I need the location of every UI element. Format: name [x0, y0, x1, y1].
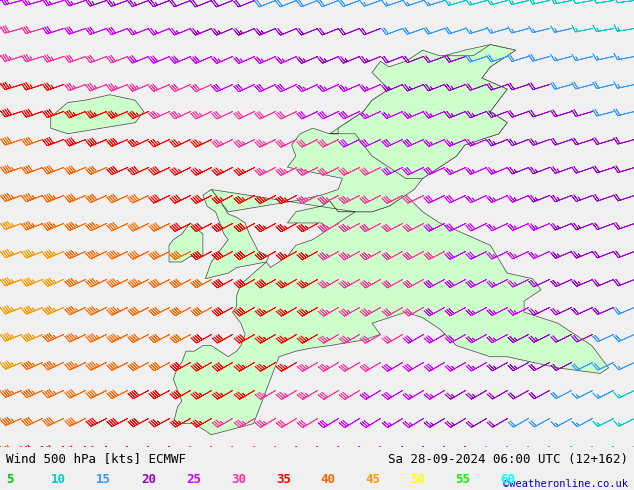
- Text: 20: 20: [141, 472, 156, 486]
- Text: 55: 55: [455, 472, 470, 486]
- Text: 60: 60: [500, 472, 515, 486]
- Text: 30: 30: [231, 472, 246, 486]
- Text: 15: 15: [96, 472, 111, 486]
- Text: 40: 40: [321, 472, 335, 486]
- Text: 45: 45: [366, 472, 380, 486]
- Polygon shape: [211, 45, 515, 228]
- Text: 10: 10: [51, 472, 66, 486]
- Text: Wind 500 hPa [kts] ECMWF: Wind 500 hPa [kts] ECMWF: [6, 453, 186, 466]
- Text: Sa 28-09-2024 06:00 UTC (12+162): Sa 28-09-2024 06:00 UTC (12+162): [387, 453, 628, 466]
- Polygon shape: [203, 190, 269, 279]
- Text: 35: 35: [276, 472, 291, 486]
- Polygon shape: [173, 195, 609, 435]
- Text: 25: 25: [186, 472, 201, 486]
- Polygon shape: [51, 95, 144, 134]
- Polygon shape: [169, 223, 203, 262]
- Polygon shape: [330, 45, 515, 178]
- Text: ©weatheronline.co.uk: ©weatheronline.co.uk: [503, 479, 628, 489]
- Text: 5: 5: [6, 472, 14, 486]
- Text: 50: 50: [411, 472, 425, 486]
